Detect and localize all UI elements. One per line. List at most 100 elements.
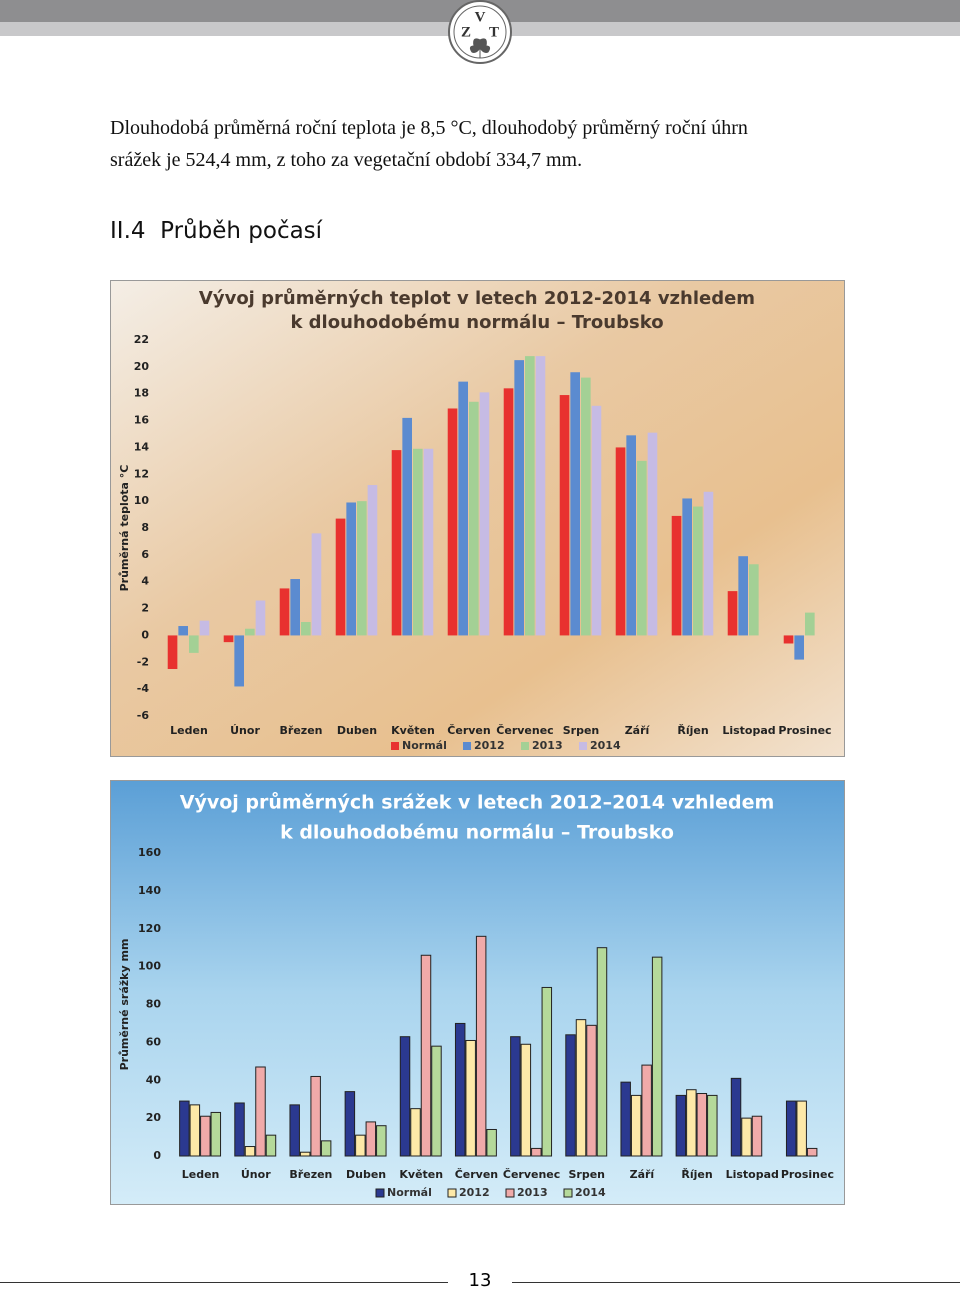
y-tick-label: 20 [134,360,150,373]
x-tick-label: Červen [455,1168,498,1181]
bar [675,1094,687,1157]
bar [311,533,322,636]
y-tick-label: 18 [134,387,149,400]
bar [651,956,663,1157]
bar [469,401,479,636]
bar [479,392,490,636]
bar [637,460,647,636]
bar [454,1022,466,1157]
bar [626,435,636,636]
bar [586,1024,597,1157]
x-tick-label: Říjen [681,1168,712,1181]
legend-swatch [447,1188,457,1198]
bar [806,1147,818,1157]
x-tick-label: Říjen [677,724,708,737]
legend-swatch [463,742,471,750]
y-tick-label: 20 [146,1111,162,1124]
bar [234,635,244,687]
bar [391,450,402,636]
x-tick-label: Květen [399,1168,443,1181]
bar [570,372,580,636]
y-tick-label: 160 [138,846,161,859]
x-tick-label: Listopad [726,1168,779,1181]
legend-swatch [505,1188,515,1198]
bar [581,377,591,636]
y-tick-label: 140 [138,884,161,897]
bar [486,1128,497,1157]
footer-rule [0,1282,448,1283]
bar [290,579,300,636]
bar [289,1104,300,1157]
legend-label: Normál [402,739,447,752]
bar [596,947,608,1157]
logo-letter: Z [461,24,471,40]
bar [189,1104,201,1157]
bar [423,448,434,636]
y-tick-label: 0 [153,1149,161,1162]
bar [344,1091,356,1157]
legend-label: 2012 [459,1186,490,1199]
bar [541,986,553,1157]
x-tick-label: Březen [289,1168,332,1181]
x-tick-label: Červenec [503,1168,560,1181]
x-tick-label: Leden [170,724,208,737]
bar [591,405,602,636]
bar [641,1064,652,1157]
bar [279,588,290,636]
bar [223,635,234,643]
bar [376,1125,387,1157]
bar [630,1094,642,1157]
y-tick-label: 6 [141,548,149,561]
bar [693,506,703,636]
logo: V Z T [448,0,512,64]
legend-label: Normál [387,1186,432,1199]
bar [365,1121,377,1157]
y-tick-label: 0 [141,628,149,641]
y-tick-label: 12 [134,467,149,480]
x-tick-label: Srpen [563,724,600,737]
bar [357,501,367,636]
precipitation-chart: Vývoj průměrných srážek v letech 2012–20… [110,780,845,1205]
legend-label: 2014 [575,1186,606,1199]
bar [615,447,626,636]
x-tick-label: Únor [230,724,260,737]
bar [741,1117,752,1157]
y-tick-label: 60 [146,1035,162,1048]
legend-swatch [391,742,399,750]
bar [413,448,423,636]
logo-letter: T [489,24,499,40]
bar [727,591,738,636]
bar [299,1151,311,1157]
y-tick-label: -6 [137,709,150,722]
bar [510,1036,521,1157]
legend-swatch [579,742,587,750]
y-tick-label: 40 [146,1073,162,1086]
legend-swatch [521,742,529,750]
bar [458,381,468,636]
bar [805,612,815,636]
x-tick-label: Březen [280,724,323,737]
bar [647,432,658,636]
bar [245,628,255,636]
x-tick-label: Listopad [722,724,775,737]
chart-title: k dlouhodobému normálu – Troubsko [290,312,663,333]
x-tick-label: Červen [447,724,490,737]
bar [738,556,748,636]
intro-line: srážek je 524,4 mm, z toho za vegetační … [110,149,583,171]
legend-label: 2013 [517,1186,548,1199]
y-tick-label: 10 [134,494,150,507]
bar [531,1147,542,1157]
bar [730,1077,742,1157]
bar [402,417,412,636]
y-tick-label: -4 [137,682,150,695]
legend-label: 2012 [474,739,505,752]
legend-swatch [563,1188,573,1198]
bar [475,935,487,1157]
bar [335,518,346,636]
y-tick-label: 16 [134,414,150,427]
bar [399,1036,411,1157]
bar [255,1066,266,1157]
bar [167,635,178,669]
bar [420,954,432,1157]
